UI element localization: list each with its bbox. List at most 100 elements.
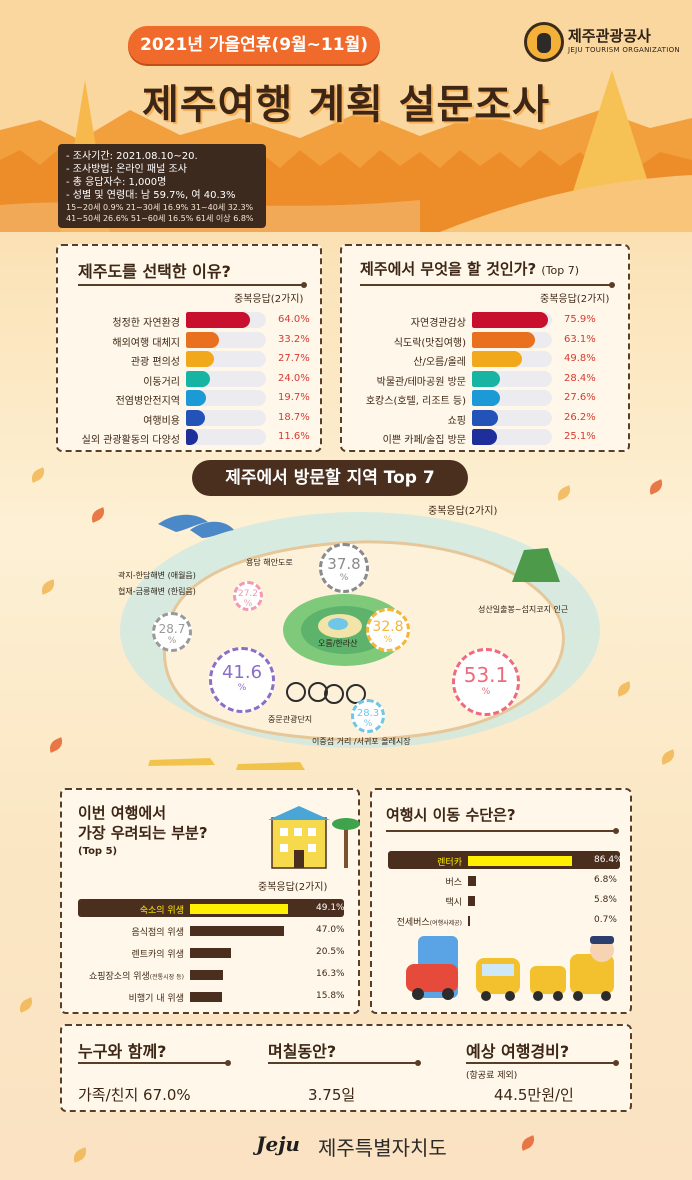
region-place-label: 성산일출봉~섭지코지 인근 bbox=[478, 605, 569, 614]
period-pill: 2021년 가을연휴(9월~11월) bbox=[128, 26, 380, 64]
bar-label: 해외여행 대체지 bbox=[112, 337, 180, 349]
hotel-illustration bbox=[268, 806, 360, 869]
bar bbox=[472, 409, 499, 426]
bar-track bbox=[186, 409, 266, 426]
bar-row: 산/오름/올레 49.8% bbox=[413, 351, 612, 368]
bar-value-label: 47.0% bbox=[316, 925, 345, 935]
activities-note: 중복응답(2가지) bbox=[540, 294, 610, 305]
bar-track bbox=[472, 312, 552, 328]
concerns-title-line2: 가장 우려되는 부분? bbox=[78, 824, 208, 842]
region-bubble: 53.1% bbox=[452, 648, 520, 716]
region-pct-symbol: % bbox=[237, 682, 247, 693]
header: 2021년 가을연휴(9월~11월) 제주관광공사 JEJU TOURISM O… bbox=[0, 0, 692, 232]
summary-panel: 누구와 함께? 가족/친지 67.0% 며칠동안? 3.75일 예상 여행경비?… bbox=[60, 1024, 632, 1112]
bar-label: 실외 관광활동의 다양성 bbox=[81, 435, 180, 446]
page-title: 제주여행 계획 설문조사 bbox=[142, 82, 550, 128]
bar-label: 택시 bbox=[445, 898, 462, 908]
bar bbox=[472, 390, 500, 406]
bar-label: 이쁜 카페/술집 방문 bbox=[382, 435, 466, 446]
bar-track bbox=[186, 331, 266, 348]
bar bbox=[186, 331, 220, 348]
bar-value-label: 64.0% bbox=[278, 314, 310, 325]
bar bbox=[186, 351, 214, 367]
bar-label: 렌터카 bbox=[437, 858, 462, 868]
logo-subtitle: JEJU TOURISM ORGANIZATION bbox=[568, 46, 680, 54]
bar bbox=[186, 409, 205, 426]
bar-label: 박물관/테마공원 방문 bbox=[376, 376, 466, 388]
activities-title: 제주에서 무엇을 할 것인가? (Top 7) bbox=[360, 258, 579, 279]
bar-value-label: 28.4% bbox=[564, 372, 596, 384]
bar-label: 숙소의 위생 bbox=[139, 906, 184, 916]
bar-row: 식도락(맛집여행) 63.1% bbox=[394, 331, 612, 349]
title-rule bbox=[360, 282, 615, 288]
duration-value: 3.75일 bbox=[308, 1086, 356, 1104]
region-place-label: 이중섭 거리 /서귀포 올레시장 bbox=[312, 737, 411, 746]
footer: Jeju 제주특별자치도 bbox=[0, 1118, 692, 1180]
region-place-label: 용담 해안도로 bbox=[246, 558, 293, 567]
region-value-label: 37.8 bbox=[327, 555, 361, 573]
bar-label: 산/오름/올레 bbox=[413, 357, 466, 368]
bar-track bbox=[186, 312, 266, 328]
region-value-label: 32.8 bbox=[372, 618, 404, 635]
region-place-label: 오름/한라산 bbox=[318, 639, 358, 648]
bar-value-label: 5.8% bbox=[594, 895, 617, 905]
bar-value-label: 63.1% bbox=[564, 333, 596, 345]
bar-label: 여행비용 bbox=[143, 415, 180, 427]
bar-label: 이동거리 bbox=[143, 376, 180, 388]
bar-label: 렌트카의 위생 bbox=[131, 950, 184, 960]
bar-label: 청정한 자연환경 bbox=[112, 318, 180, 329]
bar-label: 전염병안전지역 bbox=[115, 396, 180, 407]
bar-track bbox=[186, 370, 266, 387]
survey-line: - 조사방법: 온라인 패널 조사 bbox=[66, 164, 187, 175]
bar-label: 음식점의 위생 bbox=[131, 928, 184, 938]
bar-label-note: (전통시장 등) bbox=[149, 974, 184, 981]
region-bubble: 28.3% bbox=[351, 699, 385, 733]
bar bbox=[468, 896, 475, 906]
bar bbox=[468, 916, 470, 926]
bar-row: 쇼핑 26.2% bbox=[448, 409, 612, 427]
concerns-title-line1: 이번 여행에서 bbox=[78, 804, 167, 822]
bar-label: 쇼핑장소의 위생(전통시장 등) bbox=[88, 972, 184, 982]
regions-note: 중복응답(2가지) bbox=[428, 506, 498, 517]
bar-row: 음식점의 위생 47.0% bbox=[131, 924, 344, 938]
bar-value-label: 27.7% bbox=[278, 353, 310, 364]
bar bbox=[472, 331, 536, 348]
bar-label: 자연경관감상 bbox=[410, 318, 466, 329]
survey-line: - 조사기간: 2021.08.10~20. bbox=[66, 151, 198, 162]
reasons-title: 제주도를 선택한 이유? bbox=[78, 262, 231, 281]
region-pct-symbol: % bbox=[481, 687, 491, 698]
activities-panel: 제주에서 무엇을 할 것인가? (Top 7) 중복응답(2가지) 자연경관감상… bbox=[340, 244, 630, 452]
leaf-decoration bbox=[646, 479, 666, 495]
region-place-label: 곽지-한담해변 (애월읍) bbox=[118, 571, 196, 580]
bar bbox=[186, 370, 210, 387]
bar-label: 비행기 내 위생 bbox=[128, 994, 184, 1004]
title-rule bbox=[78, 1060, 231, 1066]
bar-value-label: 75.9% bbox=[564, 314, 596, 325]
age-line: 41~50세 26.6% 51~60세 16.5% 61세 이상 6.8% bbox=[66, 214, 254, 223]
bar-value-label: 24.0% bbox=[278, 372, 310, 384]
title-rule bbox=[466, 1060, 619, 1066]
footer-org-name: 제주특별자치도 bbox=[318, 1136, 447, 1160]
bar-track bbox=[472, 409, 552, 426]
region-pct-symbol: % bbox=[383, 634, 393, 645]
region-pct-symbol: % bbox=[363, 719, 373, 730]
region-bubble: 37.8% bbox=[319, 543, 369, 593]
cost-note: (항공료 제외) bbox=[466, 1071, 518, 1081]
region-bubble: 27.2% bbox=[233, 581, 263, 611]
bar bbox=[186, 429, 198, 445]
bar-value-label: 11.6% bbox=[278, 431, 310, 442]
cost-label: 예상 여행경비? bbox=[466, 1042, 570, 1061]
title-rule bbox=[386, 828, 619, 834]
leaf-decoration bbox=[28, 467, 48, 483]
bar-row: 자연경관감상 75.9% bbox=[411, 312, 612, 329]
bar-value-label: 26.2% bbox=[564, 411, 596, 423]
bar bbox=[190, 904, 289, 914]
bar-value-label: 33.2% bbox=[278, 333, 310, 345]
bar-value-label: 86.4% bbox=[594, 855, 623, 865]
region-value-label: 27.2 bbox=[237, 589, 259, 600]
bar bbox=[190, 970, 223, 980]
regions-chart: 53.1% 성산일출봉~섭지코지 인근 41.6% 중문관광단지 37.8% 용담 해안도… bbox=[118, 520, 580, 770]
reasons-note: 중복응답(2가지) bbox=[234, 294, 304, 305]
bar-value-label: 6.8% bbox=[594, 875, 617, 885]
